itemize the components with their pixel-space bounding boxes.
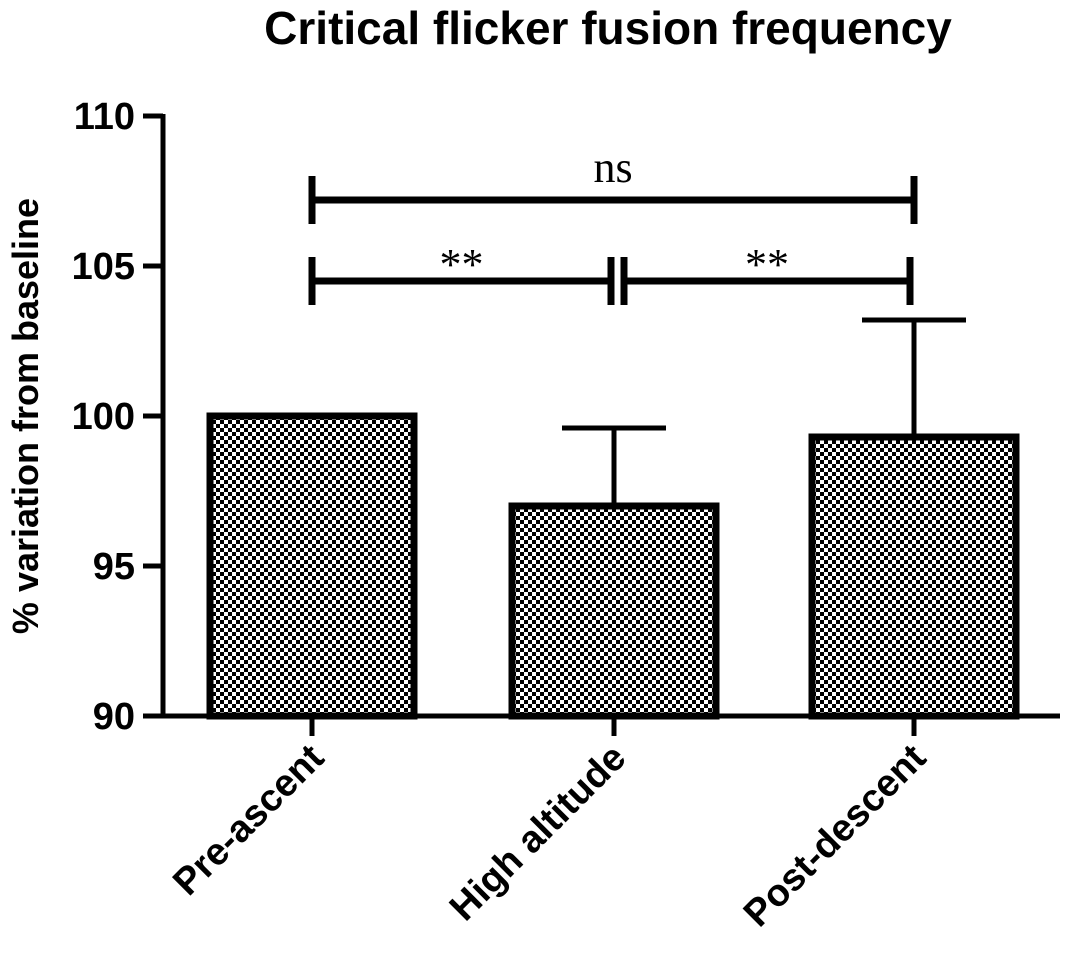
bar-high-altitude (508, 502, 720, 720)
y-axis-label: % variation from baseline (5, 198, 46, 634)
x-tick-label: Pre-ascent (165, 736, 332, 903)
significance-label: ns (593, 143, 632, 192)
y-tick-label: 100 (72, 396, 135, 438)
significance-label: ** (440, 240, 484, 289)
bar-post-descent (808, 433, 1020, 720)
significance-label: ** (745, 240, 789, 289)
plot-area: 90 95 100 105 110 Pre-ascent High altitude Post… (72, 96, 1060, 935)
y-tick-label: 110 (74, 96, 135, 138)
y-tick-label: 95 (93, 546, 135, 588)
y-tick-label: 105 (72, 246, 135, 288)
bar-pre-ascent (206, 412, 418, 720)
x-tick-label: High altitude (442, 737, 634, 929)
y-tick-label: 90 (93, 696, 135, 738)
chart-title: Critical flicker fusion frequency (264, 2, 952, 54)
x-tick-label: Post-descent (736, 736, 935, 935)
